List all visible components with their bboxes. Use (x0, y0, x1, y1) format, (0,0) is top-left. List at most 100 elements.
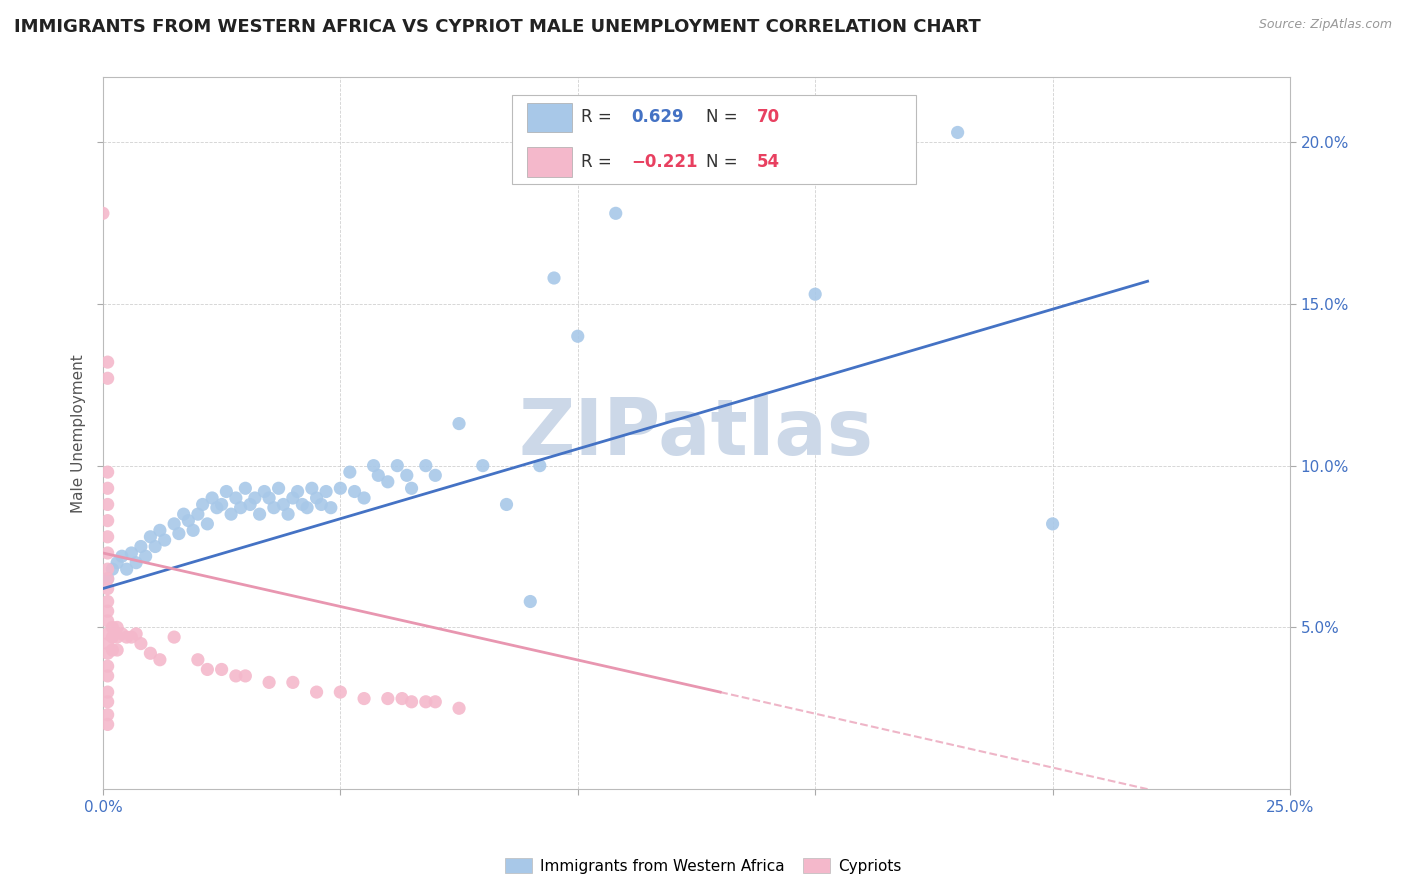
Point (567, 329, 589, 343)
Point (529, 458, 551, 473)
Point (153, 533, 176, 547)
Point (267, 481, 290, 495)
Point (377, 691, 399, 706)
Point (543, 271, 565, 285)
Point (363, 458, 385, 473)
Point (257, 491, 280, 505)
Point (287, 484, 309, 499)
Point (97, 659, 120, 673)
Point (97, 546, 120, 560)
Point (97, 530, 120, 544)
Point (211, 663, 233, 677)
Point (353, 491, 375, 505)
Point (139, 530, 162, 544)
Point (235, 669, 257, 683)
Point (97, 669, 120, 683)
Point (946, 125, 969, 139)
Point (143, 540, 166, 554)
Point (195, 663, 218, 677)
Point (149, 524, 172, 538)
Point (239, 498, 262, 512)
Point (97, 498, 120, 512)
Point (97, 707, 120, 722)
Point (401, 695, 423, 709)
Point (111, 627, 134, 641)
Point (97, 514, 120, 528)
Point (225, 491, 247, 505)
Point (120, 546, 142, 560)
Point (201, 491, 224, 505)
Point (273, 498, 295, 512)
Point (281, 675, 304, 690)
Point (415, 695, 437, 709)
Point (415, 458, 437, 473)
Point (301, 481, 323, 495)
Point (97, 604, 120, 618)
Point (291, 498, 314, 512)
Point (195, 516, 218, 531)
Point (387, 458, 409, 473)
Point (177, 514, 200, 528)
Point (101, 562, 124, 576)
Point (329, 685, 352, 699)
Point (115, 562, 138, 576)
Point (91, 206, 114, 220)
Point (219, 507, 242, 521)
Point (101, 620, 124, 634)
Point (97, 572, 120, 586)
Point (111, 549, 134, 564)
Bar (527, 103, 572, 132)
Point (97, 636, 120, 650)
Bar (527, 147, 572, 177)
Point (97, 355, 120, 369)
Point (339, 465, 361, 479)
Point (804, 287, 827, 301)
Point (105, 556, 128, 570)
Point (97, 562, 120, 576)
Text: ZIPatlas: ZIPatlas (519, 395, 875, 471)
Point (129, 540, 152, 554)
Point (97, 465, 120, 479)
Point (311, 498, 333, 512)
Point (401, 481, 423, 495)
Text: 54: 54 (756, 153, 780, 171)
Point (139, 646, 162, 660)
Point (243, 491, 266, 505)
Point (1042, 516, 1064, 531)
Point (471, 458, 494, 473)
Point (181, 524, 204, 538)
Point (191, 498, 214, 512)
Point (215, 484, 238, 499)
Point (391, 691, 413, 706)
Point (105, 620, 128, 634)
Point (135, 549, 157, 564)
Point (319, 500, 342, 515)
Text: IMMIGRANTS FROM WESTERN AFRICA VS CYPRIOT MALE UNEMPLOYMENT CORRELATION CHART: IMMIGRANTS FROM WESTERN AFRICA VS CYPRIO… (14, 18, 981, 36)
Point (447, 417, 470, 431)
Point (105, 643, 128, 657)
Point (97, 371, 120, 385)
Point (97, 646, 120, 660)
Point (263, 500, 285, 515)
Legend: Immigrants from Western Africa, Cypriots: Immigrants from Western Africa, Cypriots (499, 852, 907, 880)
Point (97, 481, 120, 495)
Point (163, 630, 186, 644)
Point (495, 498, 517, 512)
Point (97, 614, 120, 628)
Point (257, 675, 280, 690)
FancyBboxPatch shape (512, 95, 917, 184)
Point (125, 556, 148, 570)
Point (97, 594, 120, 608)
Text: R =: R = (581, 109, 617, 127)
Point (305, 685, 328, 699)
Point (377, 475, 399, 489)
Point (229, 500, 252, 515)
Point (519, 594, 541, 608)
Point (235, 481, 257, 495)
Point (187, 507, 209, 521)
Point (605, 206, 627, 220)
Point (277, 507, 299, 521)
Point (105, 630, 128, 644)
Point (305, 491, 328, 505)
Point (395, 468, 418, 483)
